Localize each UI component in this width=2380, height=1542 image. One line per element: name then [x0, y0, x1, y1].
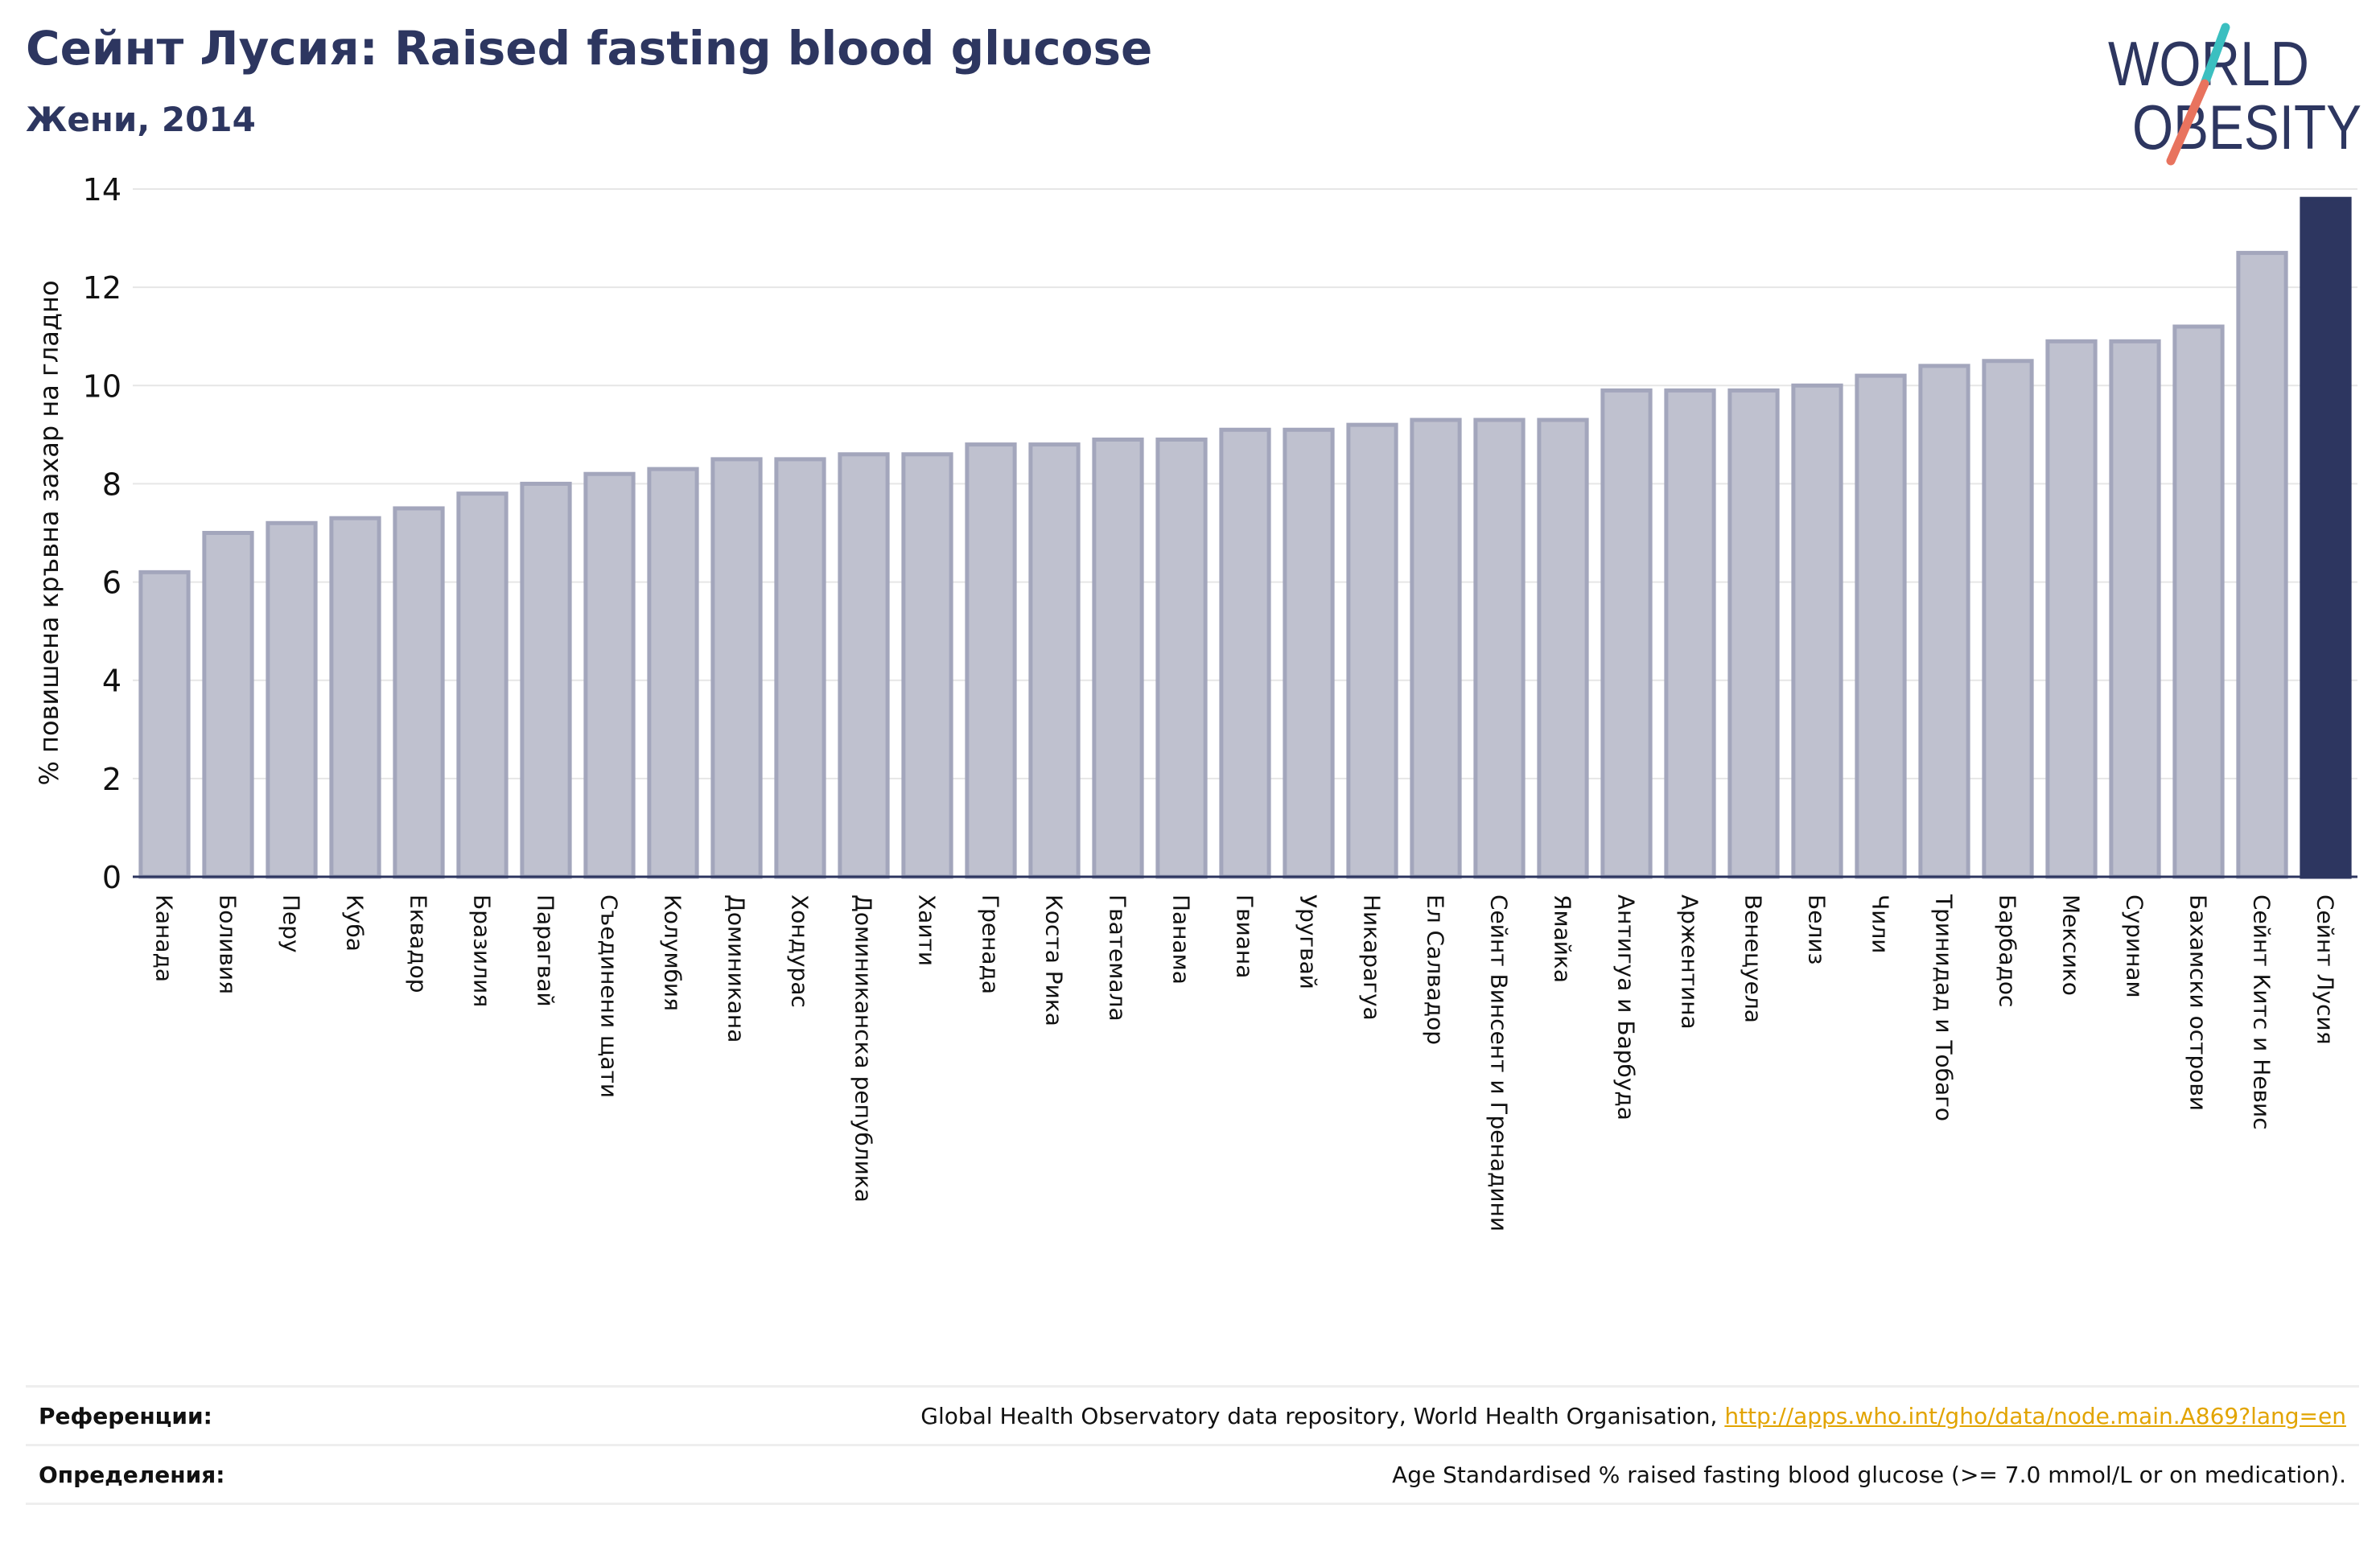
x-tick-label: Аржентина: [1677, 894, 1703, 1030]
definitions-label: Определения:: [39, 1461, 225, 1488]
bar: [1473, 417, 1526, 879]
x-tick-label: Ямайка: [1550, 894, 1576, 983]
bar: [1028, 442, 1081, 879]
x-tick-label: Хаити: [914, 894, 941, 966]
y-tick-label: 4: [102, 664, 121, 699]
references-value: Global Health Observatory data repositor…: [920, 1403, 2359, 1429]
x-tick-label: Венецуела: [1740, 894, 1767, 1023]
references-label: Референции:: [39, 1402, 212, 1429]
bar: [138, 570, 191, 879]
references-link[interactable]: http://apps.who.int/gho/data/node.main.A…: [1724, 1402, 2346, 1429]
bar-chart: 0 2 4 6 8 10 12 14 % повишена кръвна захар на гл…: [34, 172, 2357, 1232]
logo-line-2: OBESITY: [2132, 92, 2361, 162]
bar: [1155, 437, 1208, 879]
x-tick-label: Уругвай: [1295, 894, 1322, 989]
bar: [202, 531, 254, 879]
bar: [1092, 437, 1144, 879]
x-tick-label: Никарагуа: [1359, 894, 1386, 1021]
x-tick-label: Коста Рика: [1041, 894, 1068, 1026]
bar: [2172, 324, 2225, 879]
x-tick-label: Белиз: [1804, 894, 1830, 964]
x-tick-label: Съединени щати: [596, 894, 623, 1098]
bar: [583, 471, 636, 879]
bar: [1537, 417, 1589, 879]
x-tick-label: Ел Салвадор: [1423, 894, 1449, 1045]
bar: [393, 506, 445, 879]
x-tick-label: Чили: [1867, 894, 1894, 954]
definitions-row: Определения: Age Standardised % raised f…: [26, 1444, 2359, 1505]
bar: [520, 481, 572, 879]
x-tick-label: Боливия: [215, 894, 241, 994]
x-tick-label: Гренада: [978, 894, 1004, 994]
x-tick-label: Сейнт Китс и Невис: [2249, 894, 2275, 1130]
x-tick-label: Бразилия: [469, 894, 496, 1007]
y-tick-label: 10: [83, 368, 121, 404]
y-tick-label: 0: [102, 860, 121, 895]
x-tick-label: Антигуа и Барбуда: [1613, 894, 1640, 1121]
bar: [1982, 359, 2034, 879]
bar: [329, 516, 381, 879]
logo-slash-top: [2200, 23, 2230, 88]
bar: [774, 457, 826, 879]
y-tick-label: 14: [83, 172, 121, 208]
bar: [1346, 422, 1398, 879]
y-tick-label: 2: [102, 762, 121, 797]
y-axis-label: % повишена кръвна захар на гладно: [34, 280, 64, 785]
x-tick-label: Парагвай: [533, 894, 559, 1007]
bar: [838, 452, 890, 879]
bar: [1727, 388, 1780, 879]
bar: [1791, 383, 1843, 879]
chart-title: Сейнт Лусия: Raised fasting blood glucos…: [26, 21, 1153, 76]
y-tick-label: 8: [102, 467, 121, 502]
x-tick-label: Гвиана: [1232, 894, 1258, 978]
x-tick-label: Сейнт Винсент и Гренадини: [1486, 894, 1513, 1232]
bar: [1410, 417, 1462, 879]
x-tick-label: Канада: [151, 894, 178, 982]
bar: [1664, 388, 1716, 879]
references-row: Референции: Global Health Observatory da…: [26, 1385, 2359, 1444]
y-tick-label: 6: [102, 565, 121, 601]
x-tick-label: Доминиканска република: [850, 894, 877, 1203]
bar: [1855, 373, 1907, 879]
x-tick-label: Бахамски острови: [2185, 894, 2212, 1111]
definitions-value: Age Standardised % raised fasting blood …: [1392, 1461, 2346, 1488]
bar: [1600, 388, 1653, 879]
references-text: Global Health Observatory data repositor…: [920, 1402, 1725, 1429]
world-obesity-logo: WORLD OBESITY: [2108, 23, 2361, 166]
x-tick-label: Мексико: [2058, 894, 2085, 996]
bar: [1918, 364, 1970, 879]
bar: [2236, 250, 2288, 879]
x-tick-label: Суринам: [2122, 894, 2148, 998]
x-tick-label: Тринидад и Тобаго: [1931, 894, 1958, 1121]
bar: [2300, 196, 2352, 879]
x-tick-label: Колумбия: [660, 894, 686, 1011]
x-tick-label: Еквадор: [406, 894, 432, 993]
bar: [647, 467, 699, 879]
bar: [965, 442, 1017, 879]
x-tick-label: Перу: [278, 894, 305, 953]
bar: [710, 457, 763, 879]
x-tick-label: Хондурас: [787, 894, 813, 1008]
x-tick-label: Куба: [342, 894, 369, 952]
x-tick-label: Сейнт Лусия: [2312, 894, 2339, 1045]
chart-subtitle: Жени, 2014: [26, 100, 256, 139]
x-tick-label: Доминикана: [723, 894, 750, 1042]
bar: [2109, 339, 2161, 879]
bar: [456, 491, 509, 879]
bar: [266, 520, 318, 879]
logo-slash-bottom: [2166, 79, 2209, 166]
bar: [1219, 427, 1271, 879]
x-tick-label: Панама: [1168, 894, 1195, 985]
bar: [901, 452, 953, 879]
bar: [2045, 339, 2098, 879]
bar: [1283, 427, 1335, 879]
x-tick-label: Гватемала: [1105, 894, 1131, 1022]
y-tick-label: 12: [83, 270, 121, 306]
x-tick-label: Барбадос: [1995, 894, 2021, 1007]
